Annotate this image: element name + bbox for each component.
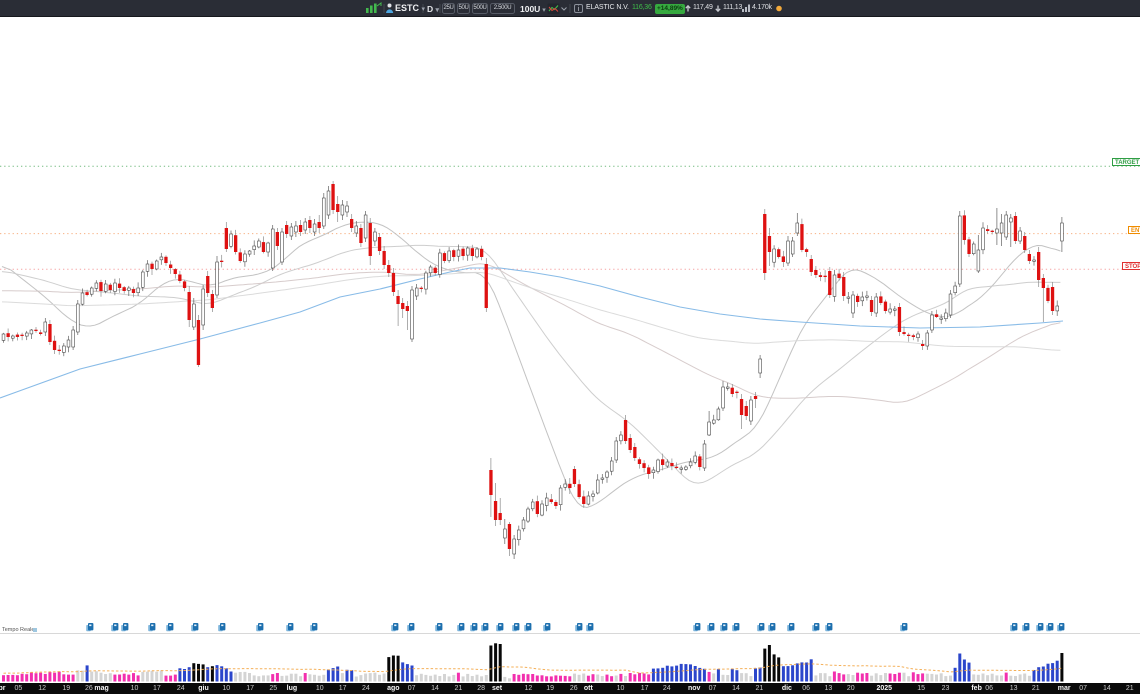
svg-text:i: i bbox=[578, 6, 580, 13]
